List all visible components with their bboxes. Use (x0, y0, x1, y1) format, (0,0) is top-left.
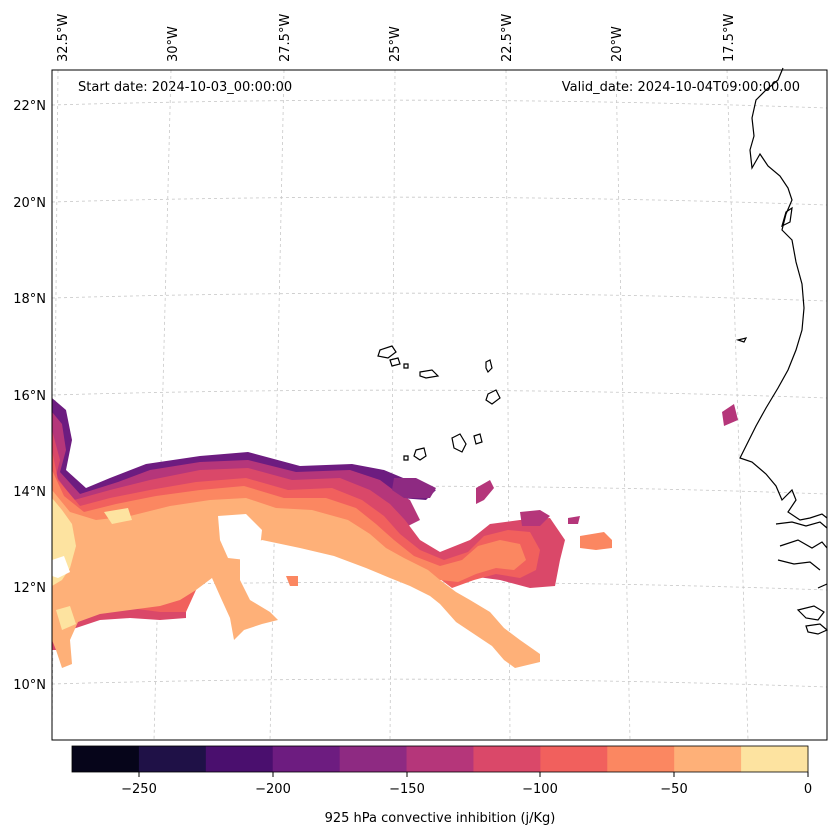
lon-label: 27.5°W (278, 14, 293, 62)
coastline (377, 67, 829, 635)
colorbar: −250 −200 −150 −100 −50 0 925 hPa convec… (71, 745, 812, 826)
start-date-label: Start date: 2024-10-03_00:00:00 (78, 80, 292, 95)
colorbar-swatch (138, 746, 207, 772)
lat-label: 10°N (13, 678, 46, 693)
meridian-25w (389, 69, 396, 741)
lon-label: 17.5°W (722, 14, 737, 62)
colorbar-swatch (205, 746, 274, 772)
colorbar-tick-label: −250 (121, 782, 157, 797)
colorbar-swatch (473, 746, 541, 772)
lon-label: 32.5°W (56, 14, 71, 62)
lon-label: 25°W (388, 26, 403, 62)
lon-label: 30°W (166, 26, 181, 62)
colorbar-swatch (406, 746, 474, 772)
colorbar-swatch (674, 746, 742, 772)
lat-label: 14°N (13, 485, 46, 500)
colorbar-swatch (272, 746, 341, 772)
lon-label: 20°W (610, 26, 625, 62)
map-panel (51, 67, 829, 741)
lat-label: 12°N (13, 581, 46, 596)
colorbar-swatch (540, 746, 608, 772)
meridian-27-5w (269, 69, 285, 741)
parallel-10n (51, 678, 828, 688)
colorbar-tick-label: 0 (804, 782, 812, 797)
colorbar-tick-label: −100 (522, 782, 558, 797)
meridian-20w (615, 69, 631, 741)
lat-label: 16°N (13, 389, 46, 404)
meridian-22-5w (505, 69, 511, 741)
valid-date-label: Valid_date: 2024-10-04T09:00:00.00 (562, 80, 800, 95)
parallel-16n (51, 389, 828, 399)
cin-field (52, 398, 738, 668)
colorbar-swatch (339, 746, 408, 772)
colorbar-tick-label: −50 (660, 782, 687, 797)
meridian-17-5w (726, 69, 749, 741)
lat-label: 22°N (13, 99, 46, 114)
colorbar-tick-label: −200 (255, 782, 291, 797)
latitude-labels: 22°N 20°N 18°N 16°N 14°N 12°N 10°N (13, 99, 46, 693)
lon-label: 22.5°W (500, 14, 515, 62)
map-frame (51, 69, 828, 741)
colorbar-swatch (607, 746, 675, 772)
parallel-22n (51, 99, 828, 109)
lat-label: 20°N (13, 196, 46, 211)
colorbar-label: 925 hPa convective inhibition (j/Kg) (325, 811, 556, 826)
lat-label: 18°N (13, 292, 46, 307)
colorbar-ticks: −250 −200 −150 −100 −50 0 (121, 772, 812, 797)
parallel-18n (51, 292, 828, 302)
parallel-20n (51, 196, 828, 206)
colorbar-swatches (72, 746, 809, 772)
colorbar-frame (71, 745, 809, 773)
longitude-labels: 32.5°W 30°W 27.5°W 25°W 22.5°W 20°W 17.5… (56, 14, 737, 62)
colorbar-swatch (741, 746, 809, 772)
meridian-30w (153, 69, 172, 741)
colorbar-swatch (72, 746, 140, 772)
colorbar-tick-label: −150 (389, 782, 425, 797)
